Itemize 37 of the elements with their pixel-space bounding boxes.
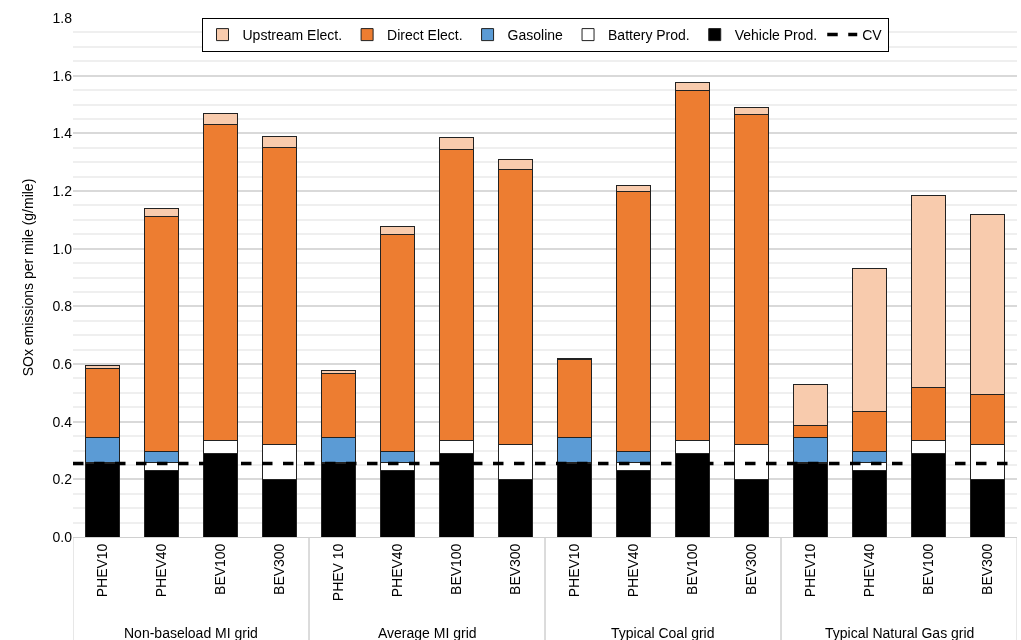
y-tick-label: 1.0 [52,240,73,257]
x-tick-label: BEV300 [271,543,288,595]
y-axis-title: SOx emissions per mile (g/mile) [20,178,37,377]
legend-label: Gasoline [507,27,564,44]
legend-label: Battery Prod. [608,27,690,44]
text: Typical Natural Gas grid [825,625,975,640]
text: Typical Coal grid [611,625,715,640]
y-tick-label: 1.2 [52,182,73,199]
legend-label: Direct Elect. [387,27,463,44]
legend-label: Upstream Elect. [242,27,343,44]
x-tick-label: PHEV40 [389,543,406,598]
y-tick-label: 1.4 [52,125,73,142]
text: Average MI grid [378,625,477,640]
x-tick-label: BEV100 [684,543,701,595]
x-tick-label: PHEV40 [625,543,642,598]
legend-label: Vehicle Prod. [734,27,818,44]
y-tick-label: 0.6 [52,355,73,372]
x-tick-label: BEV300 [507,543,524,595]
legend-label: CV [862,27,883,44]
x-tick-label: BEV100 [212,543,229,595]
x-tick-label: PHEV10 [94,543,111,598]
x-tick-label: PHEV10 [566,543,583,598]
y-tick-label: 0.2 [52,471,73,488]
x-tick-label: PHEV 10 [330,543,347,602]
x-tick-label: PHEV10 [802,543,819,598]
y-tick-label: 0.4 [52,413,73,430]
y-tick-label: 0.0 [52,528,73,545]
y-tick-label: 1.6 [52,67,73,84]
x-tick-label: BEV300 [979,543,996,595]
x-tick-label: PHEV40 [153,543,170,598]
text: Non-baseload MI grid [124,625,258,640]
x-tick-label: BEV100 [920,543,937,595]
y-tick-label: 1.8 [52,9,73,26]
y-tick-label: 0.8 [52,298,73,315]
x-tick-label: BEV100 [448,543,465,595]
x-tick-label: BEV300 [743,543,760,595]
x-tick-label: PHEV40 [861,543,878,598]
